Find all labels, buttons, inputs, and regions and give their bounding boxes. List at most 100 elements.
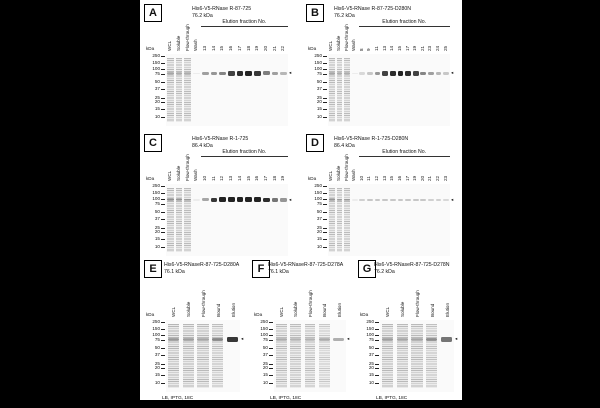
mw-marker-tick: [161, 232, 165, 234]
mw-marker-tick: [161, 368, 165, 370]
lysate-smear: [381, 324, 393, 388]
mw-marker-label: 20: [154, 229, 160, 235]
target-protein-band: [280, 198, 287, 202]
target-protein-band: [262, 197, 270, 203]
target-protein-band: [359, 198, 366, 202]
mw-marker-tick: [161, 382, 165, 384]
target-protein-band: [184, 72, 192, 75]
target-protein-band: [412, 71, 419, 76]
gel-lane: [397, 54, 404, 126]
gel-panel-b: B His6-V5-RNase R-87-725-D280N 76.2 kDa WCL…: [306, 4, 458, 142]
gel-lane: [443, 54, 450, 126]
panel-title: His6-V5-RNaseR-87-725-D278N: [374, 262, 450, 268]
target-protein-band: [382, 71, 389, 76]
target-protein-band: [443, 72, 450, 75]
mw-marker-tick: [375, 355, 379, 356]
target-protein-band: [226, 337, 239, 342]
mw-marker-tick: [375, 348, 379, 350]
target-band-arrow: ◂: [289, 196, 292, 202]
mw-marker-tick: [323, 97, 327, 99]
gel-lane: [382, 184, 389, 256]
gel-lane: [254, 184, 261, 256]
target-protein-band: [328, 72, 335, 75]
target-protein-band: [245, 197, 253, 203]
mw-marker-label: 15: [316, 105, 322, 111]
panel-letter: C: [144, 134, 162, 152]
lysate-smear: [328, 188, 335, 252]
gel-lane: [182, 320, 194, 392]
mw-marker-tick: [269, 363, 273, 365]
lysate-smear: [336, 58, 343, 122]
gel-lane: [328, 184, 335, 256]
mw-marker-tick: [375, 335, 379, 337]
target-protein-band: [175, 72, 183, 75]
lysate-smear: [344, 58, 350, 122]
mw-marker-tick: [323, 74, 327, 76]
target-protein-band: [397, 198, 404, 202]
gel-lane: [228, 184, 235, 256]
target-protein-band: [405, 198, 411, 202]
mw-marker-label: 20: [368, 365, 374, 371]
lysate-smear: [396, 324, 408, 388]
lane-label: 15: [396, 45, 402, 51]
mw-marker-tick: [161, 108, 165, 110]
lane-label: 13: [201, 45, 207, 51]
mw-marker-tick: [375, 368, 379, 370]
target-protein-band: [428, 198, 434, 202]
mw-marker-tick: [161, 56, 165, 57]
gel-lane: [184, 54, 192, 126]
kda-axis-label: kDa: [146, 312, 155, 317]
target-protein-band: [254, 197, 261, 203]
lane-label: 22: [435, 175, 441, 181]
mw-marker-tick: [323, 108, 327, 110]
gel-lane: [210, 184, 218, 256]
mw-marker-label: 10: [154, 379, 160, 385]
molecular-weight-label: 76.1 kDa: [268, 268, 289, 275]
mw-marker-label: 25: [154, 94, 160, 100]
target-protein-band: [443, 198, 450, 201]
target-band-arrow: ◂: [241, 336, 244, 342]
lane-label: 22: [280, 45, 286, 51]
lane-label: Bound: [215, 303, 221, 317]
target-protein-band: [167, 72, 174, 75]
lane-label: WCL: [167, 40, 173, 51]
fraction-header: Elution fraction No.: [222, 149, 267, 155]
lane-label: 19: [412, 45, 418, 51]
target-protein-band: [182, 338, 194, 341]
target-protein-band: [193, 198, 200, 201]
lane-label: 24: [435, 45, 441, 51]
gel-lane: [333, 320, 345, 392]
mw-marker-tick: [269, 368, 273, 370]
lysate-smear: [344, 188, 350, 252]
lane-label: Soluble: [400, 301, 406, 317]
target-protein-band: [382, 198, 389, 202]
mw-marker-tick: [269, 340, 273, 342]
mw-marker-label: 75: [154, 71, 160, 77]
mw-marker-tick: [269, 355, 273, 356]
mw-marker-label: 100: [152, 332, 160, 338]
mw-marker-label: 10: [368, 379, 374, 385]
mw-marker-label: 150: [152, 325, 160, 331]
lane-label: Wash: [193, 39, 199, 51]
gel-lane: [228, 54, 235, 126]
gel-lane: [212, 320, 224, 392]
mw-marker-label: 150: [260, 325, 268, 331]
lysate-smear: [290, 324, 302, 388]
mw-marker-tick: [161, 348, 165, 350]
panel-title: His6-V5-RNaseR-87-725-D278A: [268, 262, 344, 268]
mw-marker-tick: [269, 322, 273, 323]
gel-lane: [381, 320, 393, 392]
target-protein-band: [367, 72, 373, 75]
mw-marker-tick: [323, 246, 327, 248]
fraction-bracket-line: [200, 26, 288, 27]
mw-marker-tick: [323, 116, 327, 118]
mw-marker-label: 100: [314, 66, 322, 72]
mw-marker-label: 75: [154, 337, 160, 343]
lane-label: WCL: [385, 306, 391, 317]
gel-lane: [262, 184, 270, 256]
lysate-smear: [318, 324, 330, 388]
mw-marker-label: 100: [366, 332, 374, 338]
lane-label: 10: [201, 175, 207, 181]
lysate-smear: [182, 324, 194, 388]
mw-marker-label: 250: [366, 319, 374, 324]
